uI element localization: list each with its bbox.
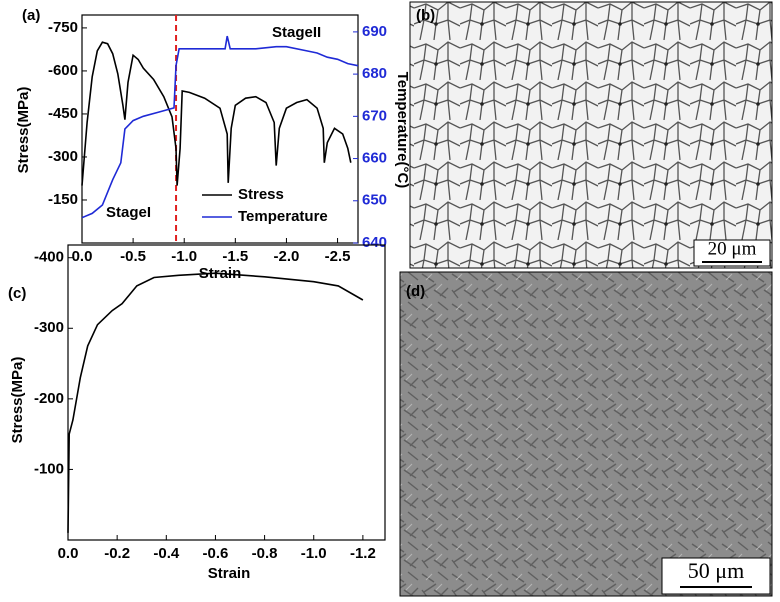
micrograph <box>409 1 773 269</box>
x-tick-label: -1.0 <box>301 545 327 562</box>
y-tick-label: -750 <box>48 19 78 36</box>
panel-label: (b) <box>416 7 435 24</box>
y-tick-label: -100 <box>34 460 64 477</box>
x-tick-label: -0.2 <box>104 545 130 562</box>
panel-label: (d) <box>406 283 425 300</box>
x-tick-label: -1.0 <box>171 248 197 265</box>
plot-frame <box>67 244 386 541</box>
x-tick-label: -2.0 <box>274 248 300 265</box>
x-tick-label: -1.2 <box>350 545 376 562</box>
y2-tick-label: 660 <box>362 150 387 167</box>
x-tick-label: -0.6 <box>203 545 229 562</box>
annotation: StageII <box>272 24 321 41</box>
x-tick-label: -1.5 <box>222 248 248 265</box>
x-tick-label: -0.5 <box>120 248 146 265</box>
y2-tick-label: 670 <box>362 107 387 124</box>
y2-tick-label: 650 <box>362 192 387 209</box>
y2-tick-label: 680 <box>362 65 387 82</box>
y-tick-label: -450 <box>48 105 78 122</box>
scale-bar-label: 20 μm <box>708 238 757 259</box>
panel-label: (c) <box>8 285 26 302</box>
x-tick-label: 0.0 <box>72 248 93 265</box>
x-tick-label: -0.8 <box>252 545 278 562</box>
plot-frame <box>81 14 359 244</box>
y-axis-label: Stress(MPa) <box>9 357 26 444</box>
y2-tick-label: 640 <box>362 234 387 251</box>
scale-bar-label: 50 μm <box>688 558 744 583</box>
x-tick-label: 0.0 <box>58 545 79 562</box>
y-axis-label: Stress(MPa) <box>15 87 32 174</box>
y-tick-label: -150 <box>48 191 78 208</box>
annotation: StageI <box>106 204 151 221</box>
y-tick-label: -200 <box>34 390 64 407</box>
y2-axis-label: Temperature(°C) <box>394 72 411 189</box>
data-line <box>81 35 359 219</box>
y-tick-label: -300 <box>48 148 78 165</box>
y-tick-label: -600 <box>48 62 78 79</box>
legend-label: Stress <box>238 186 284 203</box>
data-line <box>81 41 352 186</box>
y-tick-label: -300 <box>34 319 64 336</box>
y-tick-label: -400 <box>34 249 64 266</box>
x-tick-label: -0.4 <box>153 545 180 562</box>
y2-tick-label: 690 <box>362 23 387 40</box>
x-tick-label: -2.5 <box>325 248 351 265</box>
data-line <box>67 272 364 533</box>
micrograph <box>399 271 773 597</box>
panel-label: (a) <box>22 7 40 24</box>
x-axis-label: Strain <box>208 565 251 582</box>
legend-label: Temperature <box>238 208 328 225</box>
